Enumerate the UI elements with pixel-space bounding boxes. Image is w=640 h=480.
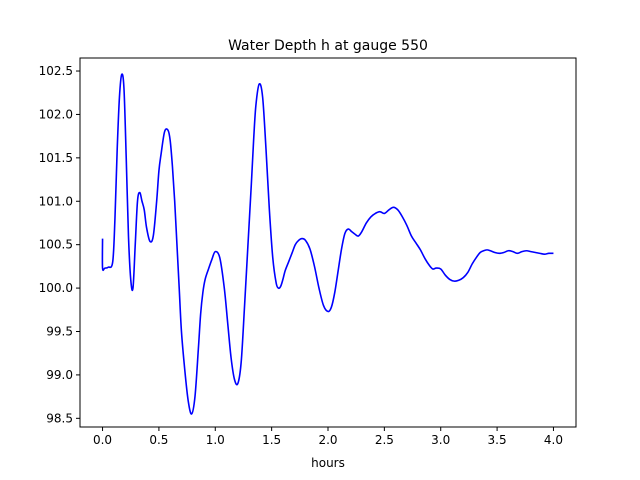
x-tick-label: 2.5 [375,433,394,447]
plot-area [80,58,576,427]
x-tick-label: 2.0 [318,433,337,447]
x-axis-label: hours [311,456,345,470]
series-layer [101,73,554,415]
y-tick-label: 101.5 [39,151,73,165]
x-tick-label: 4.0 [544,433,563,447]
y-tick-label: 101.0 [39,194,73,208]
x-tick-label: 1.5 [262,433,281,447]
ticks-layer: 0.0 0.5 1.0 1.5 2.0 2.5 3.0 3.5 4.0 98.5 99.0 99.5 1… [39,64,563,447]
plot-frame [79,57,577,428]
y-tick-label: 98.5 [46,411,73,425]
y-tick-label: 102.5 [39,64,73,78]
y-tick-label: 100.0 [39,281,73,295]
chart-title: Water Depth h at gauge 550 [228,38,428,54]
x-tick-label: 3.5 [488,433,507,447]
x-tick-label: 0.5 [149,433,168,447]
y-tick-label: 102.0 [39,107,73,121]
series-line [101,73,554,415]
y-tick-label: 100.5 [39,238,73,252]
x-tick-label: 0.0 [93,433,112,447]
x-tick-label: 3.0 [431,433,450,447]
x-tick-label: 1.0 [206,433,225,447]
y-tick-label: 99.5 [46,324,73,338]
y-tick-label: 99.0 [46,368,73,382]
